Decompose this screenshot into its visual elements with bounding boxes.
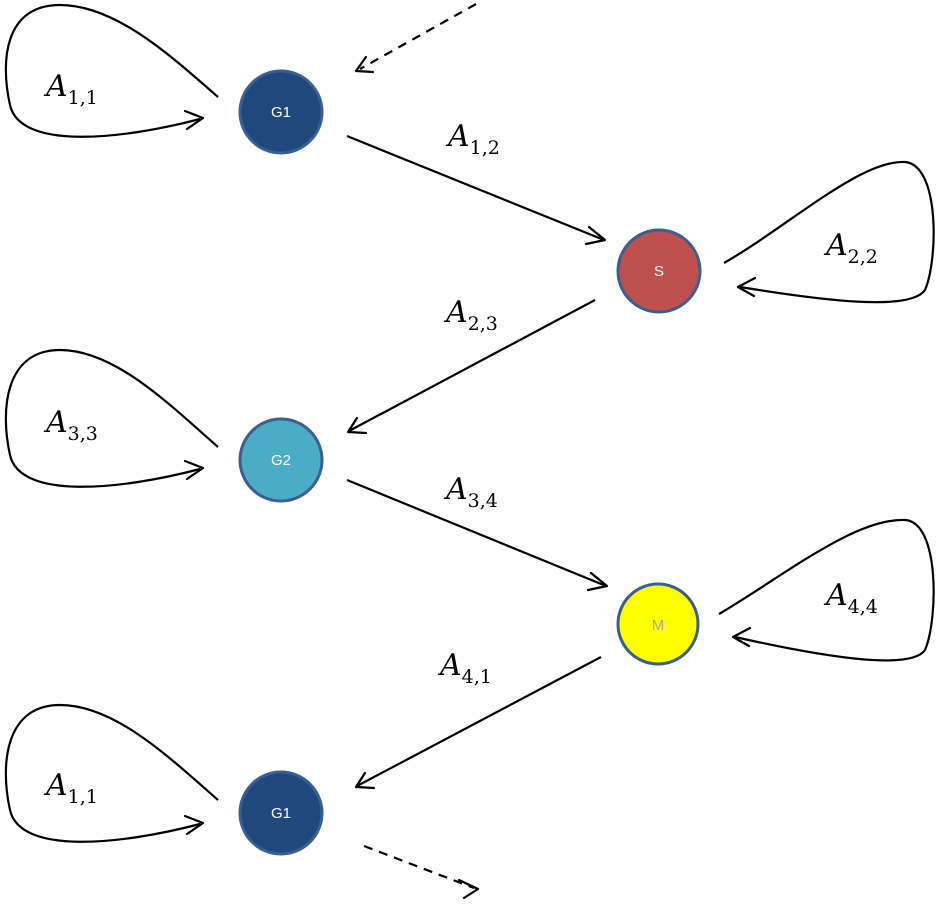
edge-m-to-g1 [354, 656, 602, 790]
self-loop-g2 [4, 348, 219, 488]
outgoing-continuation-arrow [363, 844, 480, 900]
edge-label-a34: A3,4 [443, 472, 498, 512]
edge-label-a12: A1,2 [445, 119, 500, 159]
edge-label-a23: A2,3 [443, 295, 498, 335]
node-label: G1 [271, 104, 291, 121]
node-circle [238, 417, 324, 503]
edge-g1-to-s [346, 134, 607, 246]
node-label: M [652, 617, 665, 634]
node-label: S [654, 263, 664, 280]
node-circle [238, 69, 324, 155]
edge-label-a11-top: A1,1 [43, 69, 98, 109]
node-g1-top: G1 [238, 69, 324, 155]
node-s: S [616, 228, 702, 314]
self-loop-m [718, 518, 935, 662]
node-label: G2 [271, 452, 291, 469]
node-circle [616, 228, 702, 314]
edge-g2-to-m [346, 478, 609, 592]
node-label: G1 [271, 805, 291, 822]
node-g2: G2 [238, 417, 324, 503]
node-circle [616, 582, 700, 666]
node-circle [238, 770, 324, 856]
self-loop-s [723, 160, 935, 304]
node-m: M [616, 582, 700, 666]
edge-label-a33: A3,3 [43, 405, 98, 445]
edge-label-a44: A4,4 [823, 578, 878, 618]
edge-s-to-g2 [346, 299, 596, 435]
self-loop-g1-bottom [4, 703, 219, 843]
incoming-continuation-arrow [354, 3, 477, 74]
self-loop-g1-top [4, 3, 219, 138]
edge-label-a22: A2,2 [823, 228, 878, 268]
node-g1-bottom: G1 [238, 770, 324, 856]
edge-label-a41: A4,1 [437, 648, 492, 688]
edge-label-a11-bottom: A1,1 [43, 768, 98, 808]
